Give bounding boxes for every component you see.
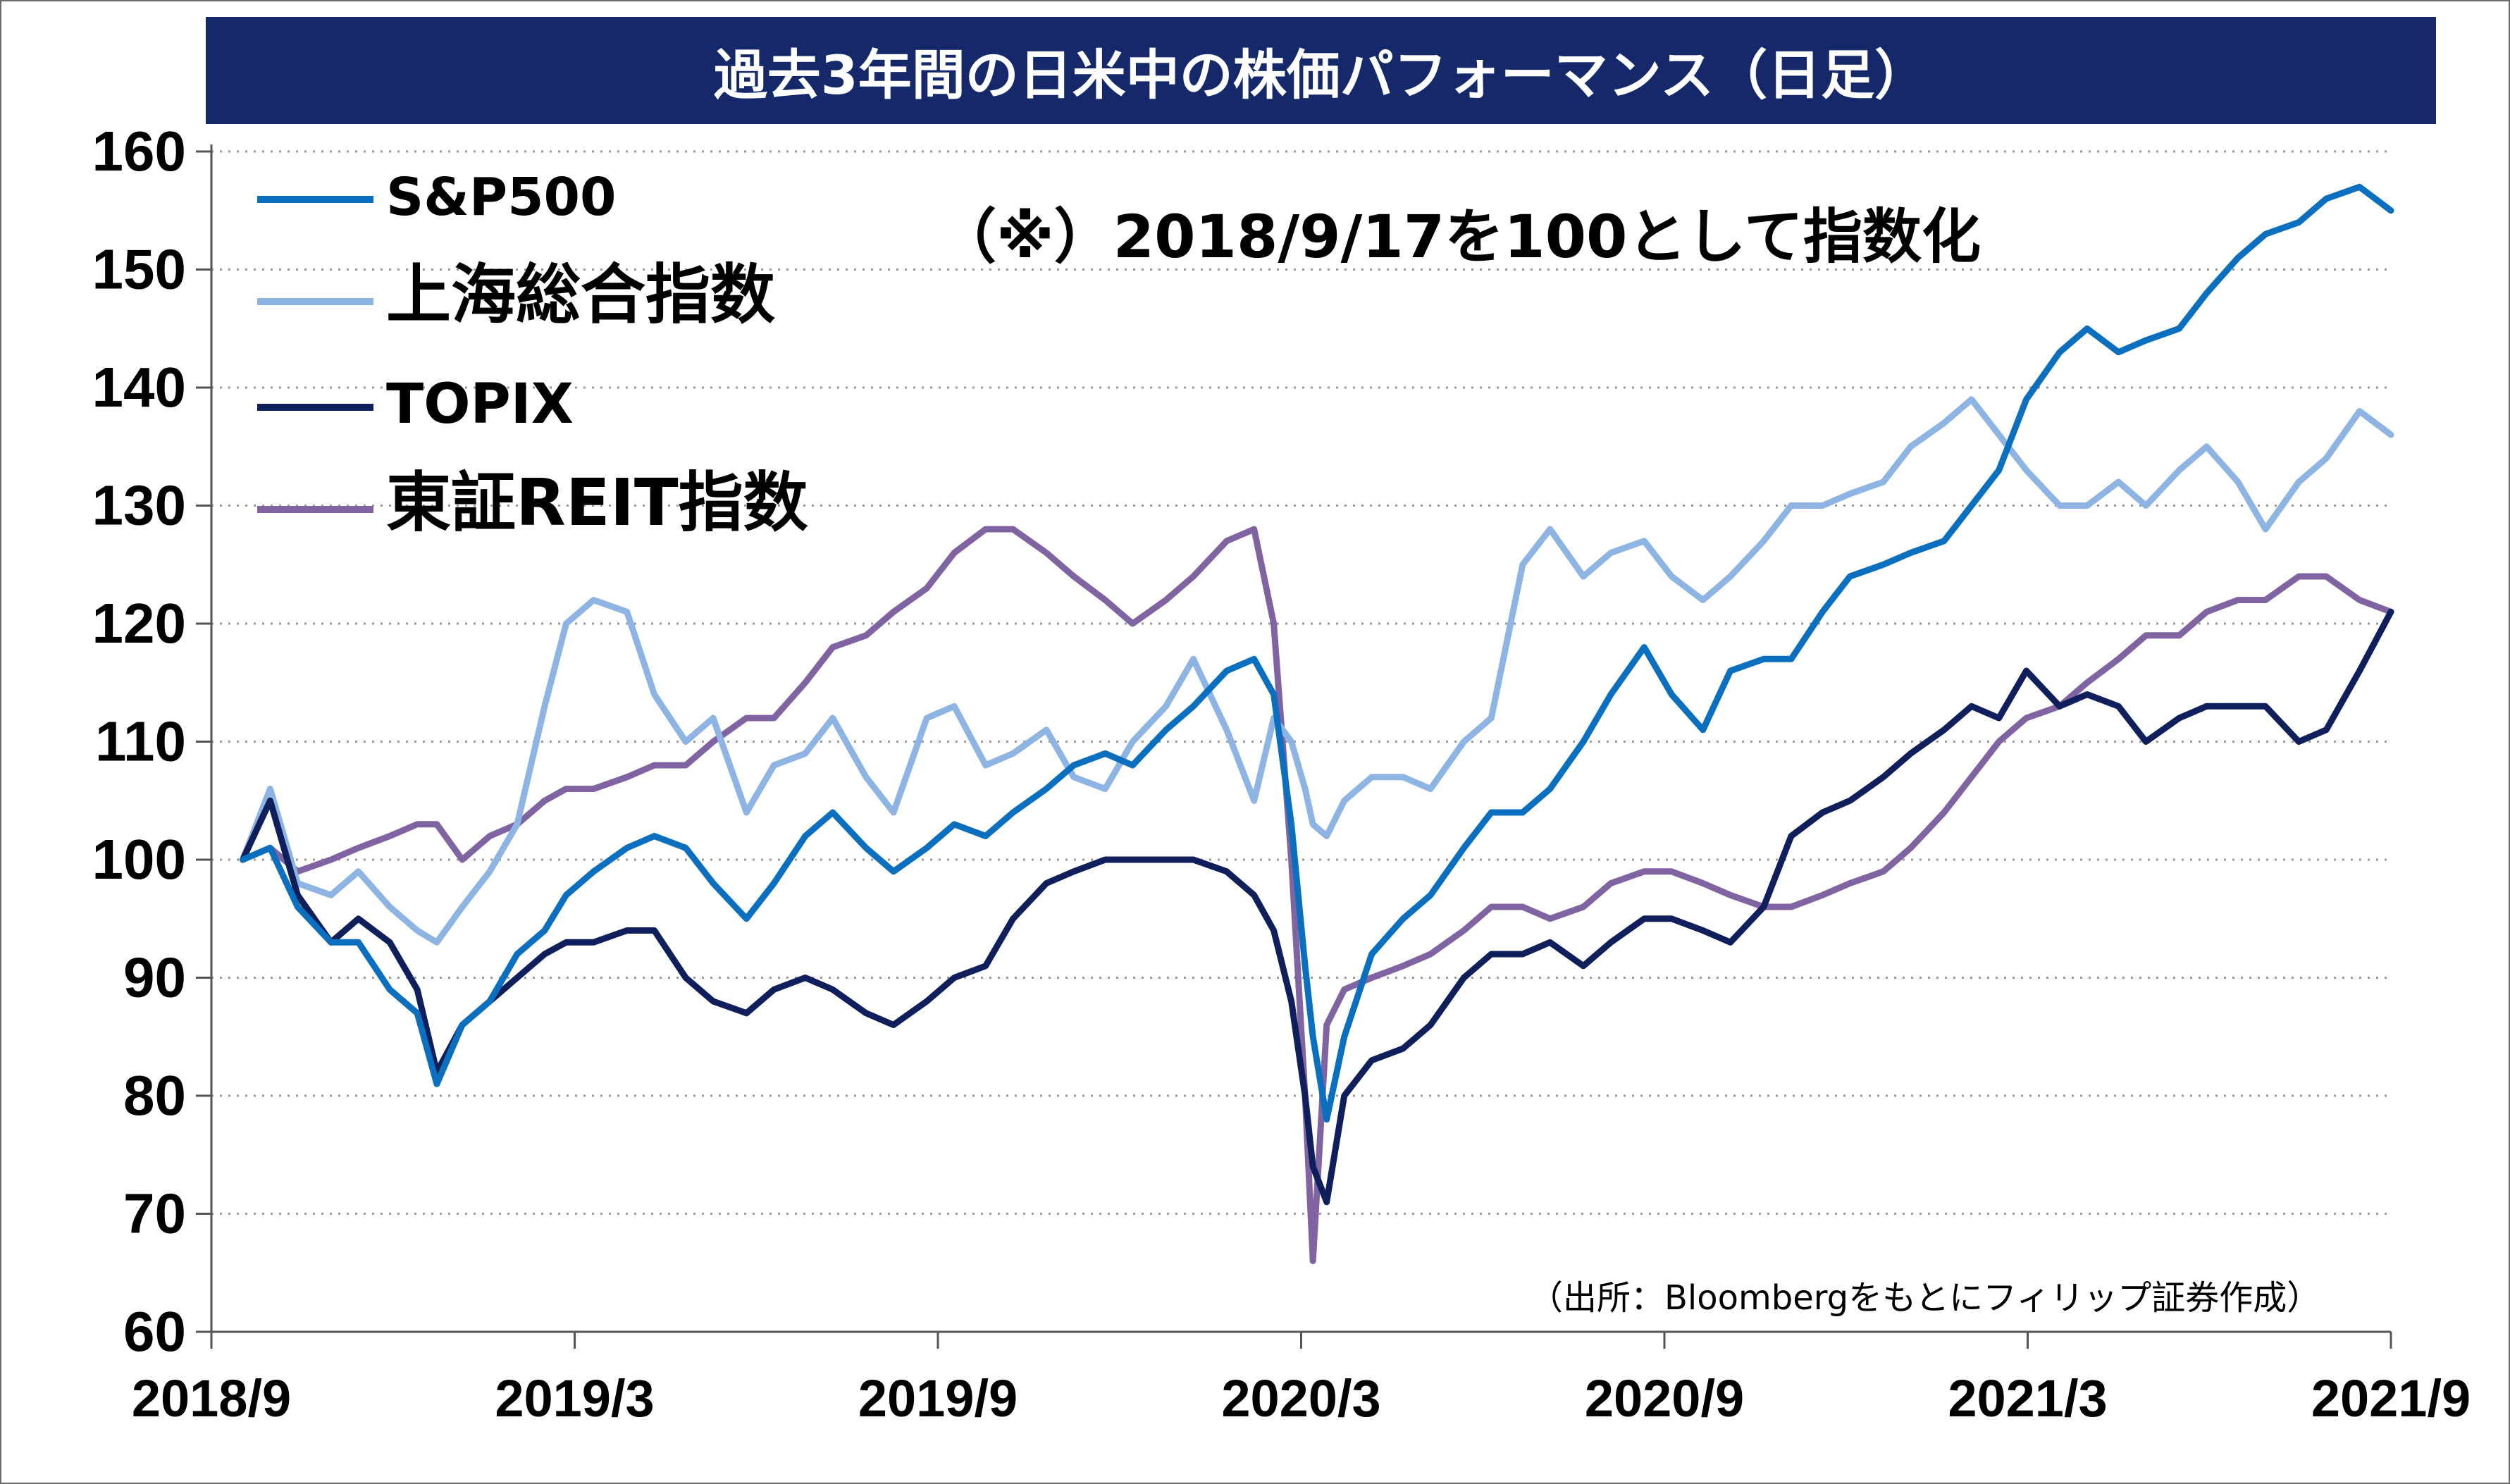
x-tick-label: 2019/3 <box>495 1369 654 1428</box>
series-line-0 <box>240 183 2394 1123</box>
axes: 60 70 80 90 100 110 120 130 140 150 160 2018/9 2019/… <box>92 120 2471 1428</box>
legend-label: 東証REIT指数 <box>386 465 808 540</box>
source-note: （出所：Bloombergをもとにフィリップ証券作成） <box>1529 1278 2320 1318</box>
chart-annotation: （※）2018/9/17を100として指数化 <box>937 202 1981 271</box>
legend-label: TOPIX <box>386 373 574 436</box>
x-tick-label: 2021/9 <box>2311 1369 2471 1428</box>
y-tick-label: 70 <box>123 1182 186 1245</box>
y-tick-label: 130 <box>92 474 186 537</box>
series-lines <box>240 183 2394 1264</box>
x-tick-label: 2019/9 <box>858 1369 1018 1428</box>
y-tick-label: 140 <box>92 356 186 419</box>
y-tick-label: 60 <box>123 1300 186 1363</box>
x-tick-label: 2018/9 <box>132 1369 291 1428</box>
y-tick-label: 80 <box>123 1064 186 1127</box>
x-tick-label: 2020/3 <box>1221 1369 1380 1428</box>
legend-label: S&P500 <box>386 167 617 228</box>
legend-label: 上海総合指数 <box>386 257 775 333</box>
y-tick-label: 150 <box>92 238 186 301</box>
y-tick-label: 110 <box>95 710 186 773</box>
chart-title: 過去3年間の日米中の株価パフォーマンス（日足） <box>206 17 2436 124</box>
y-tick-label: 90 <box>123 946 186 1009</box>
legend: S&P500 上海総合指数 TOPIX 東証REIT指数 <box>257 167 808 540</box>
series-line-2 <box>240 608 2394 1206</box>
y-tick-label: 100 <box>92 828 186 891</box>
y-tick-label: 160 <box>92 120 186 183</box>
x-tick-label: 2020/9 <box>1585 1369 1744 1428</box>
x-tick-label: 2021/3 <box>1948 1369 2107 1428</box>
y-tick-label: 120 <box>92 592 186 655</box>
